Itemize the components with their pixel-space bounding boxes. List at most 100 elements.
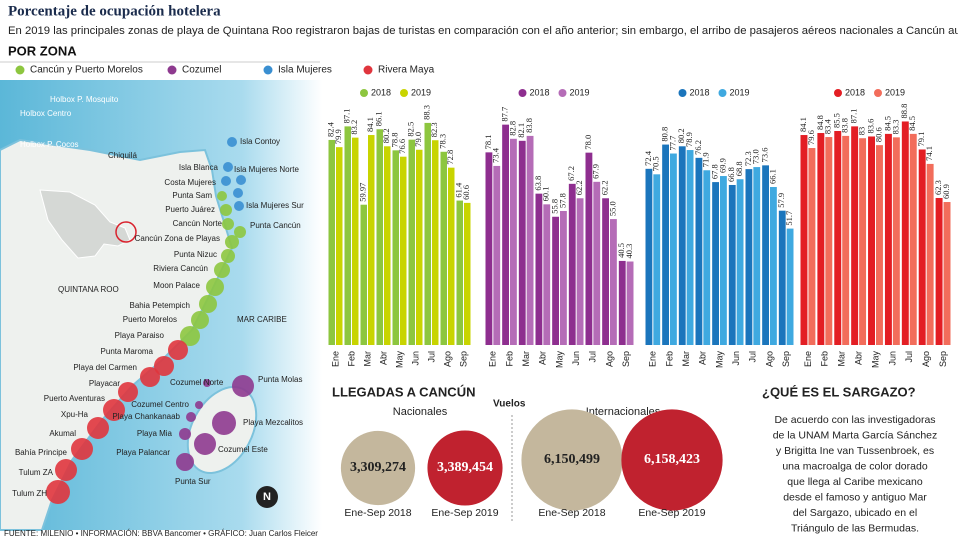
bubble-label: 3,389,454 bbox=[437, 460, 493, 475]
value-label: 62.2 bbox=[574, 180, 584, 195]
map-label: Bahia Petempich bbox=[130, 301, 190, 310]
bar bbox=[593, 181, 601, 345]
bar bbox=[585, 152, 593, 345]
legend-label: Cozumel bbox=[182, 65, 221, 76]
bar bbox=[526, 135, 534, 345]
x-tick-label: Jun bbox=[410, 351, 420, 366]
value-label: 70.5 bbox=[651, 156, 661, 171]
x-tick-label: Ago bbox=[921, 351, 931, 367]
map-dot bbox=[232, 375, 254, 397]
value-label: 82.8 bbox=[507, 121, 517, 136]
bar bbox=[670, 153, 677, 345]
legend-dot bbox=[263, 65, 273, 75]
series-legend-label: 2019 bbox=[730, 87, 750, 97]
x-tick-label: Feb bbox=[664, 351, 674, 367]
bubble-category: Ene-Sep 2018 bbox=[538, 507, 605, 519]
bar bbox=[808, 148, 816, 345]
value-label: 83.4 bbox=[823, 118, 833, 134]
bar bbox=[753, 167, 761, 345]
bar bbox=[695, 157, 703, 345]
bar bbox=[653, 174, 661, 345]
value-label: 79.6 bbox=[806, 130, 816, 145]
map-dot bbox=[168, 340, 188, 360]
value-label: 78.9 bbox=[684, 132, 694, 147]
map-label: Isla Mujeres Norte bbox=[234, 165, 299, 174]
value-label: 83.3 bbox=[890, 119, 900, 134]
x-tick-label: Jul bbox=[588, 351, 598, 363]
x-tick-label: Ene bbox=[330, 351, 340, 367]
bar bbox=[535, 193, 543, 345]
map-label: Moon Palace bbox=[153, 281, 200, 290]
map-dot bbox=[221, 249, 235, 263]
x-tick-label: Feb bbox=[346, 351, 356, 367]
map-label: Isla Blanca bbox=[179, 163, 219, 172]
sargazo-text: y Brigitta Ine van Tussenbroek, es bbox=[776, 445, 934, 457]
map-label: Playa Palancar bbox=[116, 448, 170, 457]
map-dot bbox=[186, 412, 196, 422]
value-label: 57.8 bbox=[557, 193, 567, 208]
series-legend-dot bbox=[834, 89, 842, 97]
map-label: Costa Mujeres bbox=[164, 178, 216, 187]
bubble-label: 6,150,499 bbox=[544, 452, 600, 467]
group-label: Nacionales bbox=[393, 406, 448, 418]
map-dot bbox=[234, 226, 246, 238]
bar bbox=[703, 170, 711, 345]
map-label: Cozumel Norte bbox=[170, 378, 224, 387]
value-label: 67.8 bbox=[710, 164, 720, 179]
value-label: 62.2 bbox=[600, 180, 610, 195]
map-dot bbox=[236, 175, 246, 185]
value-label: 72.8 bbox=[445, 150, 455, 165]
value-label: 83.8 bbox=[524, 118, 534, 133]
map-label: Holbox P. Mosquito bbox=[50, 95, 119, 104]
bar bbox=[610, 219, 617, 345]
bar bbox=[851, 126, 859, 345]
map-label: Isla Contoy bbox=[240, 137, 280, 146]
x-tick-label: Ago bbox=[764, 351, 774, 367]
x-tick-label: Abr bbox=[378, 351, 388, 365]
x-tick-label: Jul bbox=[426, 351, 436, 363]
arrivals-subtitle: Vuelos bbox=[493, 399, 526, 410]
bar bbox=[892, 137, 900, 345]
value-label: 83.2 bbox=[349, 120, 359, 135]
bar bbox=[884, 133, 892, 345]
bar bbox=[456, 200, 463, 345]
value-label: 55.8 bbox=[550, 199, 560, 214]
bubble-category: Ene-Sep 2019 bbox=[431, 507, 498, 519]
value-label: 68.8 bbox=[734, 161, 744, 176]
bubble-label: 6,158,423 bbox=[644, 452, 700, 467]
value-label: 82.3 bbox=[429, 122, 439, 137]
inset-highlight bbox=[115, 221, 137, 243]
series-legend-dot bbox=[718, 89, 727, 97]
map-dot bbox=[180, 326, 200, 346]
bubble bbox=[340, 430, 416, 506]
map-label: Playa Mezcalitos bbox=[243, 418, 303, 427]
x-tick-label: Jul bbox=[904, 351, 914, 363]
x-tick-label: Sep bbox=[621, 351, 631, 367]
value-label: 80.8 bbox=[660, 127, 670, 142]
map-label: Punta Molas bbox=[258, 375, 302, 384]
map-label: Puerto Juárez bbox=[165, 205, 215, 214]
legend-dot bbox=[363, 65, 373, 75]
bar bbox=[336, 147, 343, 345]
bar bbox=[943, 202, 951, 345]
bar bbox=[400, 156, 407, 345]
legend-label: Isla Mujeres bbox=[278, 65, 332, 76]
subtitle: En 2019 las principales zonas de playa d… bbox=[8, 25, 958, 37]
bar bbox=[602, 198, 609, 345]
map-dot bbox=[220, 204, 232, 216]
bar bbox=[645, 168, 653, 345]
bar bbox=[384, 146, 391, 345]
x-tick-label: Sep bbox=[458, 351, 468, 367]
bar bbox=[909, 133, 917, 345]
value-label: 84.8 bbox=[815, 115, 825, 130]
sargazo-text: de la UNAM Marta García Sánchez bbox=[773, 429, 938, 441]
bar bbox=[424, 122, 431, 345]
value-label: 62.3 bbox=[933, 180, 943, 195]
x-tick-label: May bbox=[394, 351, 404, 369]
bar bbox=[518, 140, 526, 345]
compass bbox=[256, 486, 278, 508]
map-label: Riviera Cancún bbox=[153, 264, 208, 273]
value-label: 78.1 bbox=[483, 134, 493, 149]
value-label: 77.7 bbox=[667, 136, 677, 151]
bubble bbox=[427, 430, 503, 506]
